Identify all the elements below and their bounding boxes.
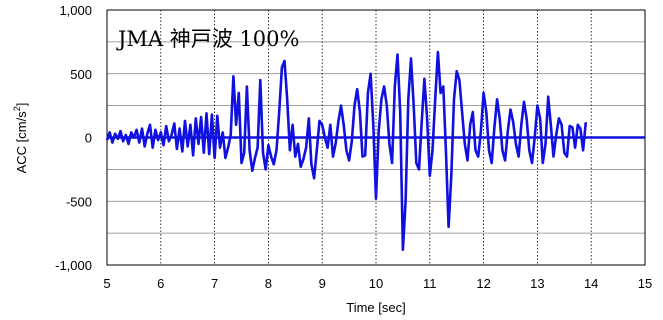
- y-tick-label: -500: [66, 194, 92, 209]
- x-tick-label: 8: [265, 276, 272, 291]
- y-axis-label: ACC [cm/s2]: [12, 103, 29, 174]
- y-tick-label: 0: [85, 131, 92, 146]
- y-axis-label-superscript: 2: [12, 106, 22, 111]
- x-tick-label: 12: [476, 276, 490, 291]
- acceleration-series-line: [105, 50, 588, 251]
- x-tick-label: 13: [530, 276, 544, 291]
- x-tick-label: 6: [157, 276, 164, 291]
- x-axis-label: Time [sec]: [346, 300, 405, 315]
- y-tick-label: -1,000: [55, 258, 92, 273]
- y-tick-label: 500: [70, 67, 92, 82]
- x-tick-label: 15: [638, 276, 652, 291]
- y-tick-label: 1,000: [59, 3, 92, 18]
- y-axis-label-main: ACC [cm/s: [14, 111, 29, 174]
- y-axis-label-end: ]: [14, 103, 29, 107]
- waveform-annotation: JMA 神戸波 100%: [116, 27, 299, 51]
- x-tick-label: 10: [369, 276, 383, 291]
- x-tick-label: 7: [211, 276, 218, 291]
- x-tick-label: 14: [584, 276, 598, 291]
- x-tick-label: 9: [319, 276, 326, 291]
- tick-labels: 5 6 7 8 9 10 11 12 13 14 15 -1,000 -500 0 500 1,000: [55, 3, 652, 291]
- x-tick-label: 11: [423, 276, 437, 291]
- x-tick-label: 5: [103, 276, 110, 291]
